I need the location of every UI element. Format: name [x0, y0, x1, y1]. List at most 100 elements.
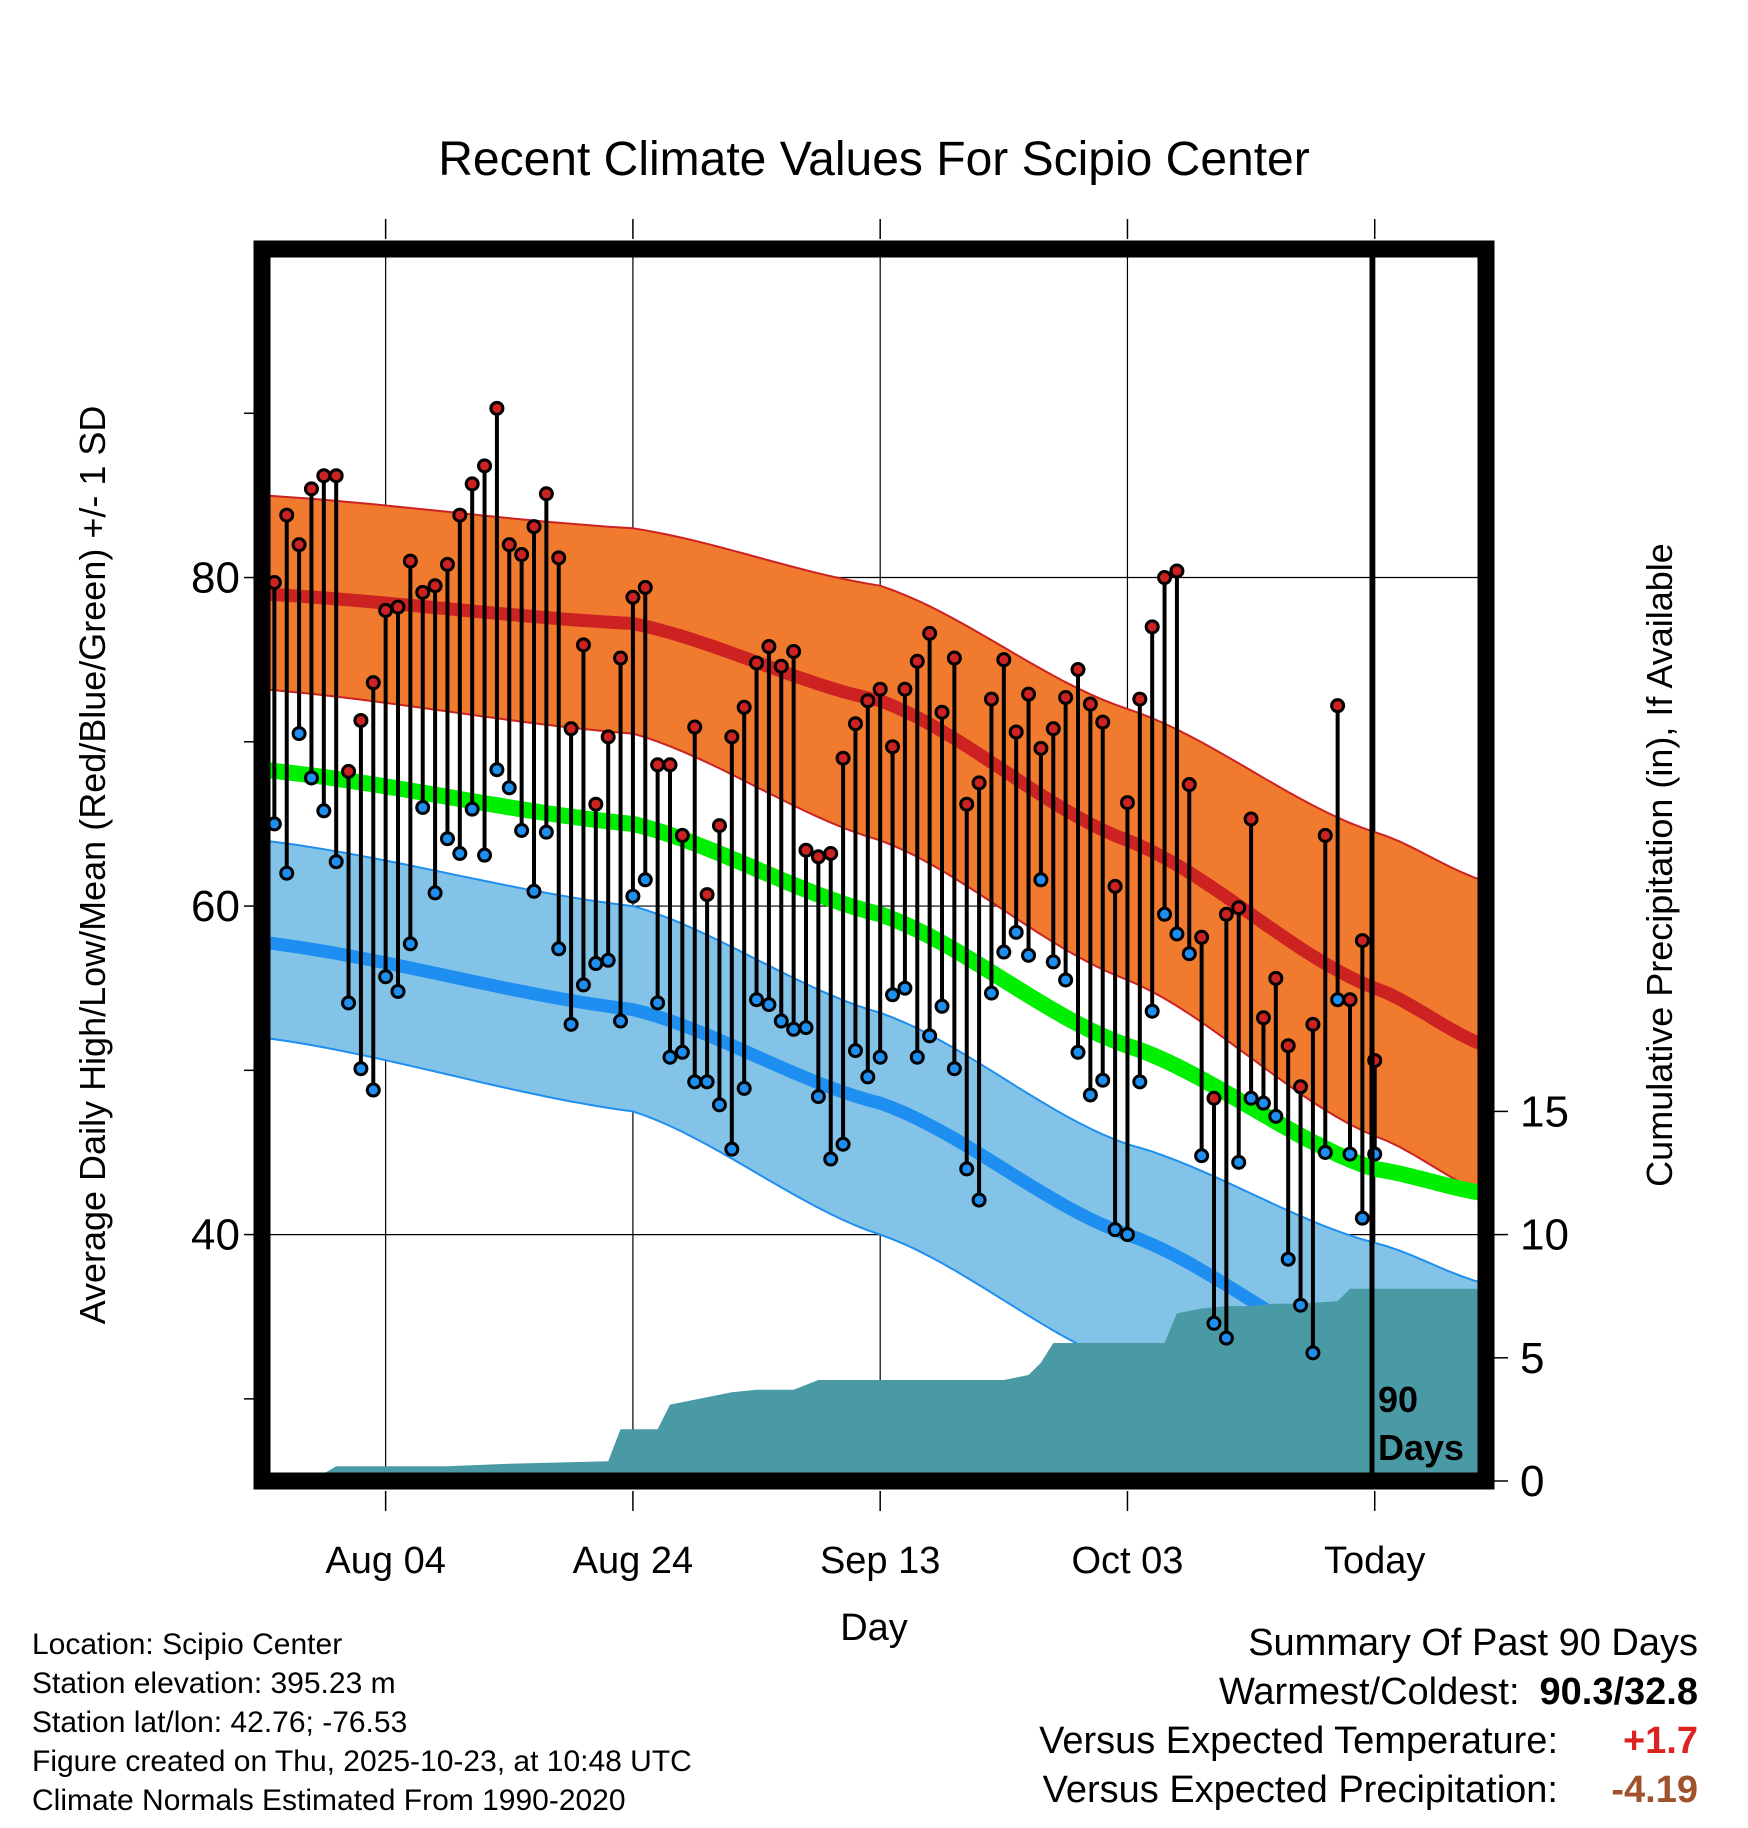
low-point-74 [1181, 946, 1197, 962]
low-point-52 [909, 1049, 925, 1065]
low-point-34 [687, 1074, 703, 1090]
high-point-57 [971, 775, 987, 791]
high-point-70 [1132, 691, 1148, 707]
high-point-42 [786, 643, 802, 659]
low-point-15 [452, 846, 468, 862]
today-marker-days: Days [1378, 1427, 1464, 1468]
high-point-30 [637, 579, 653, 595]
low-point-19 [501, 780, 517, 796]
low-point-83 [1293, 1297, 1309, 1313]
low-point-43 [798, 1020, 814, 1036]
low-point-75 [1194, 1148, 1210, 1164]
summary-warmest-coldest: Warmest/Coldest: 90.3/32.8 [1219, 1671, 1698, 1714]
high-sd-band [262, 494, 1486, 1195]
high-point-22 [538, 486, 554, 502]
high-point-39 [749, 655, 765, 671]
low-point-39 [749, 992, 765, 1008]
x-tick-label--20: Oct 03 [1071, 1540, 1183, 1582]
high-point-11 [402, 553, 418, 569]
high-point-86 [1330, 698, 1346, 714]
low-point-23 [551, 941, 567, 957]
low-point-5 [328, 854, 344, 870]
low-point-72 [1157, 906, 1173, 922]
y-axis-label: Average Daily High/Low/Mean (Red/Blue/Gr… [72, 406, 113, 1325]
high-point-51 [897, 681, 913, 697]
high-point-18 [489, 400, 505, 416]
high-point-62 [1033, 740, 1049, 756]
high-point-63 [1045, 721, 1061, 737]
low-point-46 [835, 1136, 851, 1152]
high-point-85 [1317, 827, 1333, 843]
low-point-86 [1330, 992, 1346, 1008]
low-point-8 [365, 1082, 381, 1098]
precipitation-label: Versus Expected Precipitation: [1042, 1769, 1558, 1811]
high-point-15 [452, 507, 468, 523]
low-point-38 [736, 1080, 752, 1096]
low-point-12 [415, 800, 431, 816]
high-point-55 [946, 650, 962, 666]
high-point-12 [415, 584, 431, 600]
high-point-29 [625, 589, 641, 605]
high-point-25 [575, 637, 591, 653]
high-point-37 [724, 729, 740, 745]
high-point-80 [1255, 1010, 1271, 1026]
low-point-84 [1305, 1345, 1321, 1361]
low-point-58 [983, 985, 999, 1001]
high-point-36 [711, 818, 727, 834]
high-point-76 [1206, 1090, 1222, 1106]
high-point-71 [1144, 619, 1160, 635]
low-point-47 [847, 1043, 863, 1059]
low-point-13 [427, 885, 443, 901]
high-point-6 [341, 763, 357, 779]
low-point-29 [625, 888, 641, 904]
high-point-33 [674, 827, 690, 843]
low-point-35 [699, 1074, 715, 1090]
x-tick-label-0: Today [1324, 1540, 1425, 1582]
high-point-46 [835, 750, 851, 766]
x-tick-label--60: Aug 24 [573, 1540, 693, 1582]
axes: 40 60 80 0 5 10 15 Aug 04 Aug 24 Sep 13 Oct 03 Toda… [191, 219, 1569, 1582]
low-point-79 [1243, 1090, 1259, 1106]
low-point-11 [402, 936, 418, 952]
high-point-88 [1354, 933, 1370, 949]
low-point-31 [650, 995, 666, 1011]
low-point-27 [600, 952, 616, 968]
high-point-54 [934, 704, 950, 720]
high-point-41 [773, 658, 789, 674]
high-point-5 [328, 468, 344, 484]
footer-normals: Climate Normals Estimated From 1990-2020 [32, 1784, 626, 1817]
low-point-6 [341, 995, 357, 1011]
high-point-20 [514, 547, 530, 563]
footer-latlon: Station lat/lon: 42.76; -76.53 [32, 1706, 408, 1739]
daily-range-stems [272, 408, 1377, 1353]
low-point-44 [810, 1089, 826, 1105]
high-point-72 [1157, 570, 1173, 586]
low-point-65 [1070, 1044, 1086, 1060]
y2-tick-label-15: 15 [1520, 1087, 1569, 1136]
low-point-50 [885, 987, 901, 1003]
low-point-57 [971, 1192, 987, 1208]
high-point-60 [1008, 724, 1024, 740]
high-point-26 [588, 796, 604, 812]
high-point-49 [872, 681, 888, 697]
low-point-22 [538, 824, 554, 840]
y-tick-label-80: 80 [191, 554, 240, 603]
low-point-73 [1169, 926, 1185, 942]
low-point-20 [514, 823, 530, 839]
low-point-26 [588, 956, 604, 972]
y2-tick-label-10: 10 [1520, 1211, 1569, 1260]
high-point-58 [983, 691, 999, 707]
high-point-77 [1218, 906, 1234, 922]
high-point-23 [551, 550, 567, 566]
high-point-59 [996, 652, 1012, 668]
low-point-36 [711, 1097, 727, 1113]
high-point-50 [885, 739, 901, 755]
high-point-43 [798, 842, 814, 858]
temperature-value: +1.7 [1622, 1720, 1698, 1762]
high-point-44 [810, 849, 826, 865]
low-point-78 [1231, 1154, 1247, 1170]
low-point-87 [1342, 1146, 1358, 1162]
high-point-7 [353, 712, 369, 728]
low-point-59 [996, 944, 1012, 960]
